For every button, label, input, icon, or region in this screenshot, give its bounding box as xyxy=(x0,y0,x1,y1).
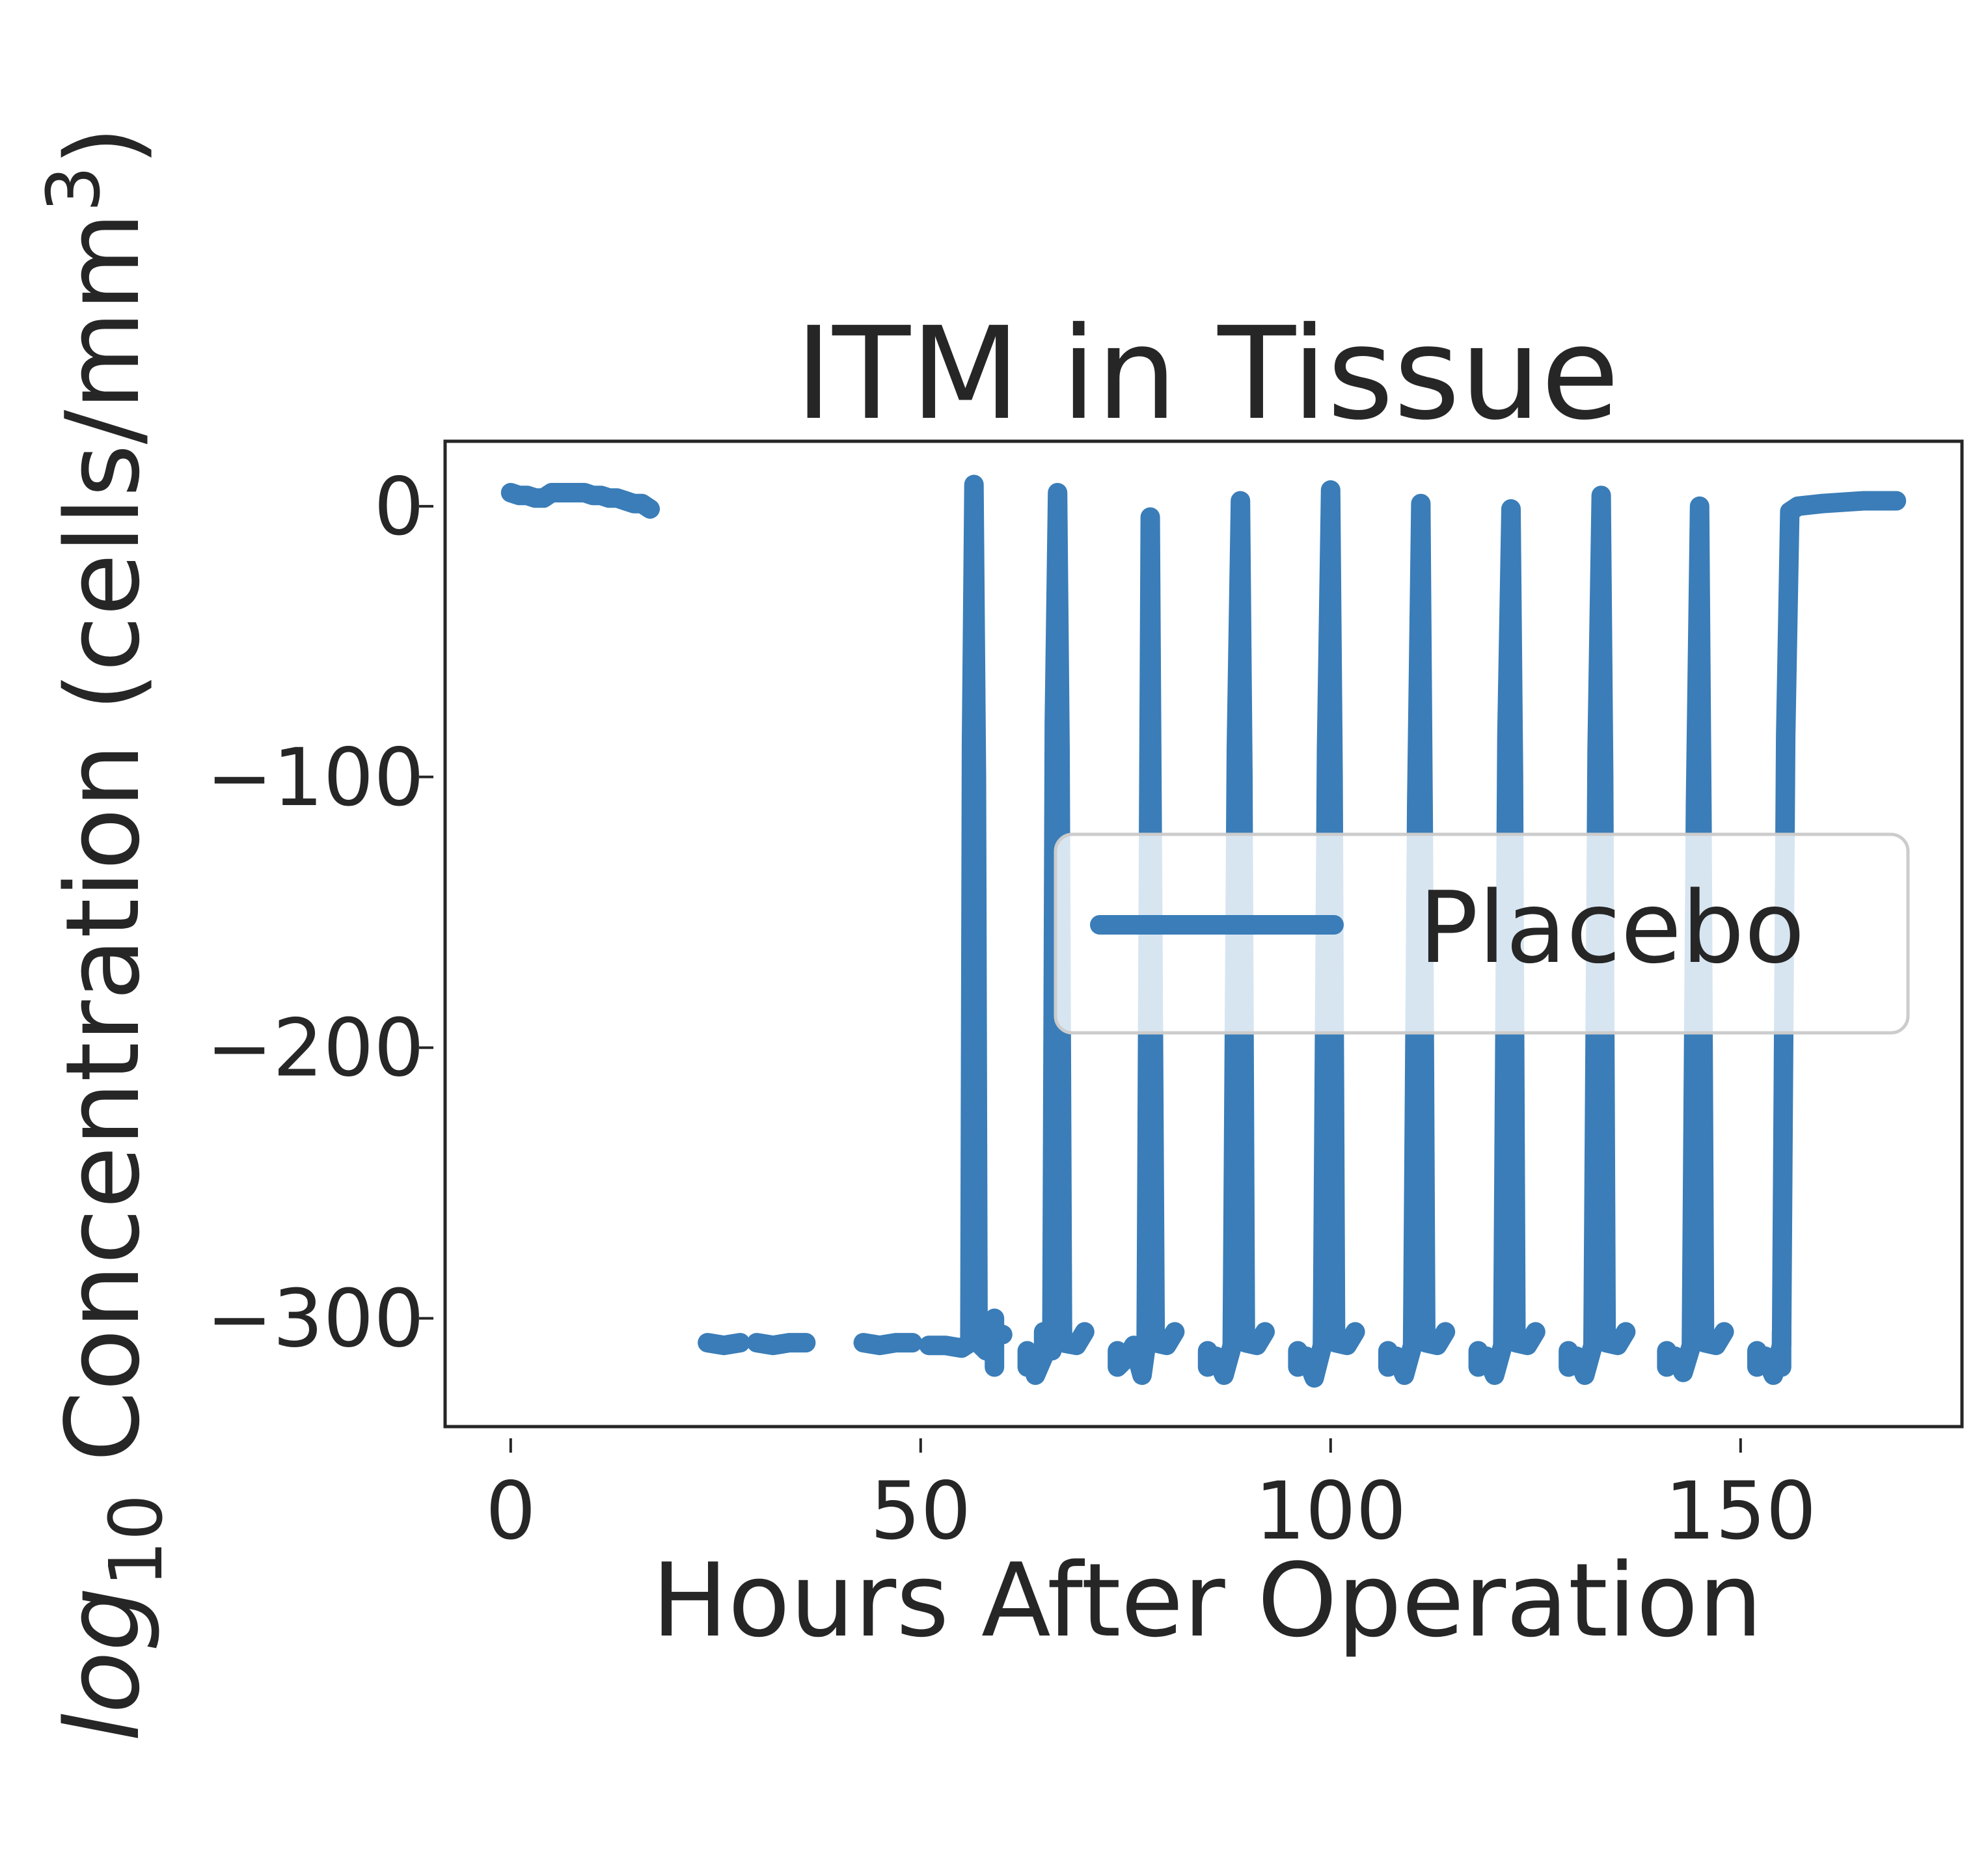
axes-frame xyxy=(443,439,1964,1429)
x-tick-label: 50 xyxy=(870,1465,971,1557)
x-tick-label: 150 xyxy=(1665,1465,1816,1557)
series-placebo-segment xyxy=(1559,486,1636,1385)
legend: Placebo xyxy=(1054,832,1910,1035)
y-axis-ticks: 0 −100 −200 −300 xyxy=(206,461,433,1365)
x-axis-label: Hours After Operation xyxy=(651,1541,1762,1660)
y-tick-label: 0 xyxy=(374,461,424,553)
y-axis-label-log: log xyxy=(44,1587,162,1742)
y-axis-label-close: ) xyxy=(44,126,162,166)
series-placebo-segment xyxy=(919,474,1013,1361)
series-placebo-segment xyxy=(1378,493,1456,1385)
series-placebo-segment xyxy=(1017,483,1095,1385)
plot-area xyxy=(443,439,1964,1429)
series-placebo-segment xyxy=(1747,491,1907,1385)
series-placebo-segment xyxy=(746,1333,816,1356)
y-tick-label: −200 xyxy=(206,1002,424,1095)
y-tick-label: −300 xyxy=(206,1273,424,1365)
series-placebo-segment xyxy=(1108,507,1185,1385)
series-placebo-segment xyxy=(1468,499,1545,1385)
series-placebo-segment xyxy=(1197,491,1275,1385)
series-placebo-segment xyxy=(1288,480,1365,1388)
series-placebo-segment xyxy=(1657,496,1734,1382)
y-axis-label: log10 Concentration (cells/mm3) xyxy=(32,126,179,1742)
series-layer xyxy=(500,474,1907,1388)
y-tick-label: −100 xyxy=(206,732,424,824)
legend-frame xyxy=(1054,832,1910,1035)
y-axis-label-text: Concentration (cells/mm xyxy=(44,212,162,1494)
series-placebo-segment xyxy=(853,1333,923,1356)
chart-title: ITM in Tissue xyxy=(795,300,1619,448)
x-tick-label: 0 xyxy=(485,1465,536,1557)
series-placebo-segment xyxy=(698,1333,750,1356)
y-axis-label-superscript: 3 xyxy=(32,166,116,212)
series-placebo-segment xyxy=(500,483,660,519)
x-tick-label: 100 xyxy=(1255,1465,1406,1557)
x-axis-ticks: 0 50 100 150 xyxy=(485,1438,1816,1557)
y-axis-label-subscript: 10 xyxy=(94,1494,179,1587)
legend-label-placebo: Placebo xyxy=(1419,870,1805,985)
